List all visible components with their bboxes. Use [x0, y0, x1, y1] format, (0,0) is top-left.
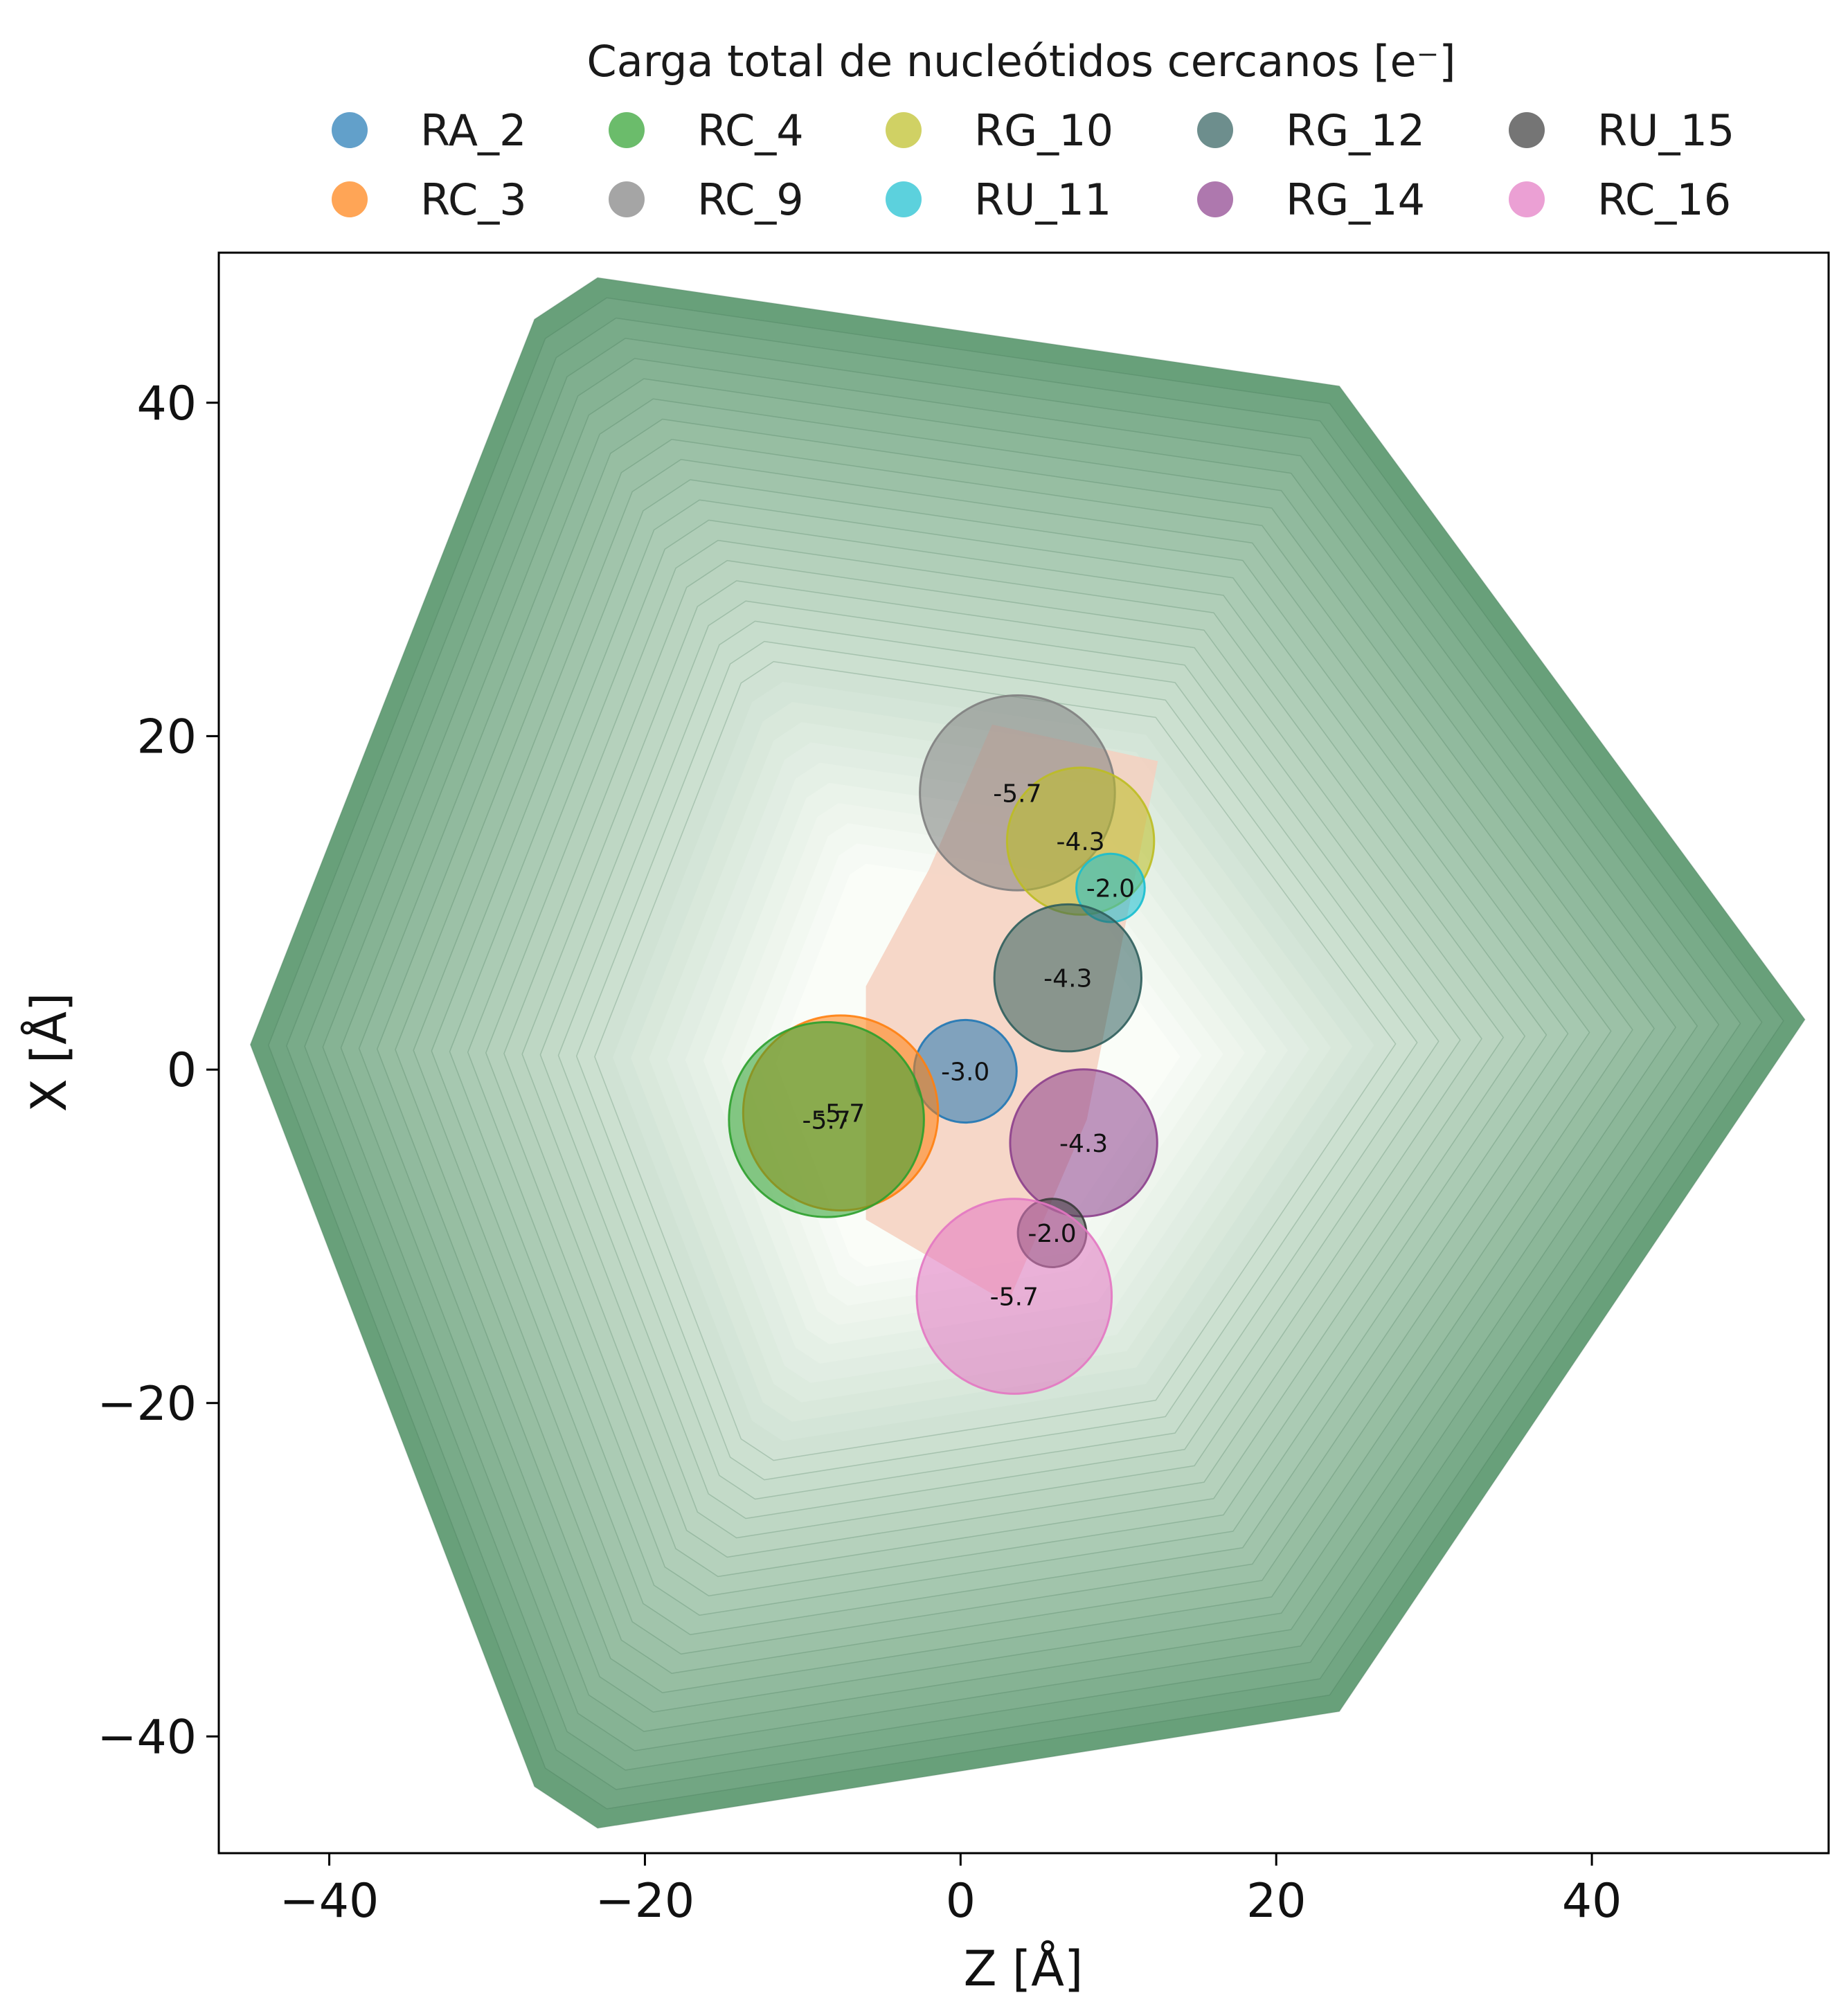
y-tick-label: −20 [97, 1377, 197, 1432]
bubbles [728, 694, 1158, 1395]
bubble-label-rg-14: -4.3 [1059, 1130, 1108, 1158]
legend-label-ru-15: RU_15 [1597, 105, 1734, 156]
bubble-rc-16 [915, 1198, 1113, 1395]
y-tick-label: −40 [97, 1710, 197, 1765]
y-tick-label: 40 [136, 377, 197, 431]
legend-marker-rg-10 [886, 112, 922, 148]
bubble-label-rc-3: -5.7 [816, 1100, 865, 1128]
legend-marker-rg-14 [1197, 181, 1233, 217]
bubble-labels: -3.0-5.7-5.7-5.7-4.3-2.0-4.3-4.3-2.0-5.7 [802, 779, 1135, 1311]
legend: Carga total de nucleótidos cercanos [e⁻]… [332, 36, 1734, 225]
legend-marker-ra-2 [332, 112, 368, 148]
legend-label-ru-11: RU_11 [974, 174, 1111, 225]
bubble-label-ru-15: -2.0 [1028, 1220, 1076, 1248]
x-axis-label: Z [Å] [964, 1940, 1084, 1997]
bubble-label-ru-11: -2.0 [1086, 875, 1135, 903]
bubble-label-rg-10: -4.3 [1056, 828, 1104, 856]
bubble-label-rc-9: -5.7 [993, 779, 1041, 808]
legend-marker-rg-12 [1197, 112, 1233, 148]
legend-items: RA_2 RC_3 RC_4 RC_9 RG_10 RU_11 RG_12 RG_14 RU_1… [332, 105, 1734, 225]
legend-label-rg-14: RG_14 [1286, 174, 1425, 225]
x-tick-label: 0 [946, 1874, 976, 1929]
x-tick-label: 20 [1246, 1874, 1307, 1929]
legend-marker-rc-16 [1509, 181, 1545, 217]
x-tick-label: −20 [595, 1874, 695, 1929]
x-axis: −40 −20 0 20 40 [280, 1853, 1622, 1929]
legend-label-rg-10: RG_10 [974, 105, 1113, 156]
bubble-label-rc-4: -5.7 [802, 1106, 850, 1135]
legend-title: Carga total de nucleótidos cercanos [e⁻] [586, 36, 1455, 87]
bubble-label-rg-12: -4.3 [1043, 965, 1092, 993]
x-tick-label: 40 [1562, 1874, 1622, 1929]
bubble-rg-12 [993, 903, 1143, 1053]
legend-marker-ru-15 [1509, 112, 1545, 148]
legend-marker-rc-3 [332, 181, 368, 217]
plot-frame [217, 251, 1830, 1855]
y-axis: −40 −20 0 20 40 [97, 377, 219, 1765]
legend-label-rc-16: RC_16 [1597, 174, 1731, 225]
legend-label-rc-4: RC_4 [697, 105, 804, 156]
bubble-label-rc-16: -5.7 [990, 1283, 1039, 1312]
bubble-rc-4 [728, 1021, 925, 1218]
bubble-rg-14 [1009, 1068, 1158, 1218]
y-tick-label: 0 [167, 1043, 197, 1098]
legend-label-rc-3: RC_3 [420, 174, 527, 225]
y-tick-label: 20 [136, 710, 197, 764]
legend-marker-rc-4 [609, 112, 645, 148]
plot-area: -3.0-5.7-5.7-5.7-4.3-2.0-4.3-4.3-2.0-5.7 [217, 251, 1830, 1855]
legend-label-ra-2: RA_2 [420, 105, 526, 156]
legend-label-rg-12: RG_12 [1286, 105, 1425, 156]
bubble-label-ra-2: -3.0 [941, 1058, 989, 1087]
legend-marker-rc-9 [609, 181, 645, 217]
legend-marker-ru-11 [886, 181, 922, 217]
legend-label-rc-9: RC_9 [697, 174, 804, 225]
y-axis-label: X [Å] [21, 993, 78, 1112]
x-tick-label: −40 [280, 1874, 379, 1929]
